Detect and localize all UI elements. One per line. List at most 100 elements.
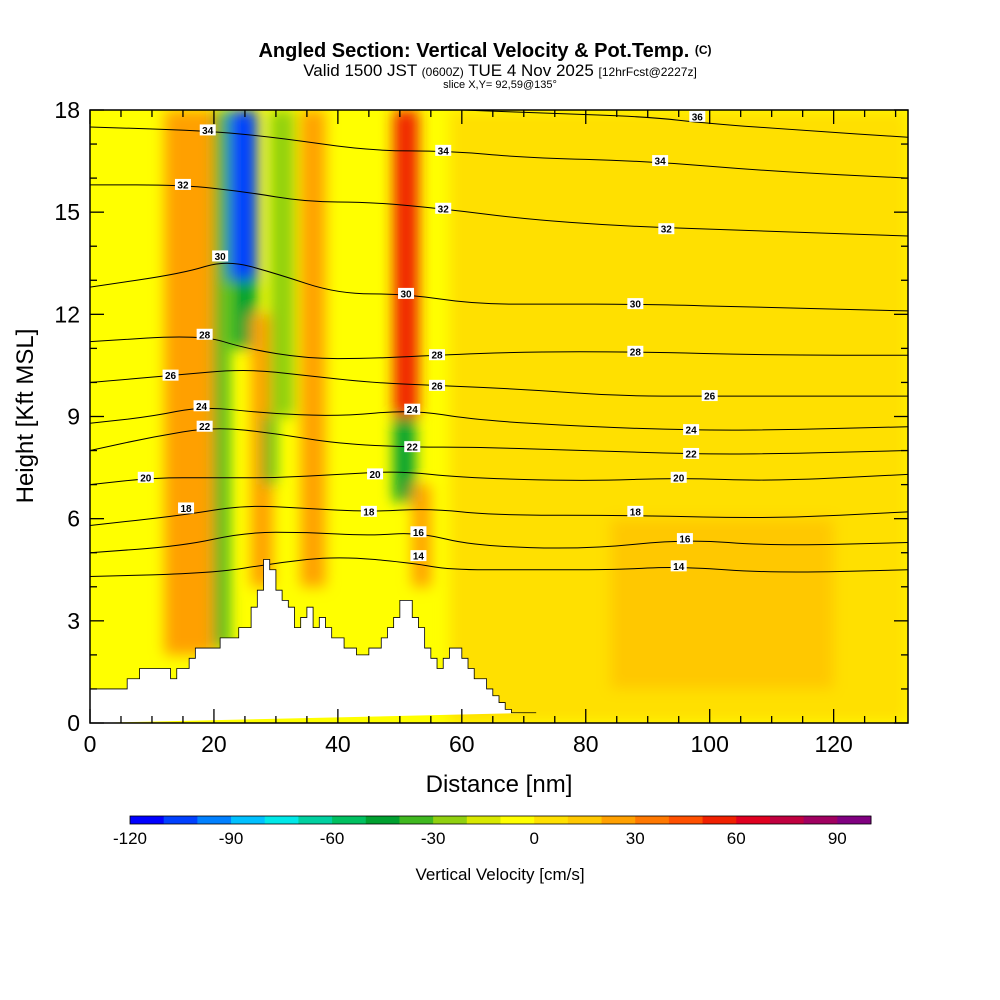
velocity-cell bbox=[269, 110, 295, 417]
contour-label-bg bbox=[683, 424, 700, 436]
contour-label-bg bbox=[410, 550, 427, 562]
contour-label-bg bbox=[367, 468, 384, 480]
x-tick-label: 40 bbox=[325, 731, 351, 757]
contour-label: 30 bbox=[630, 300, 642, 311]
contour-label: 28 bbox=[431, 351, 443, 362]
contour-label-bg bbox=[676, 533, 693, 545]
x-tick-label: 100 bbox=[691, 731, 729, 757]
contour-label: 16 bbox=[413, 528, 425, 539]
colorbar-swatch bbox=[601, 816, 636, 824]
contour-label: 18 bbox=[180, 504, 192, 515]
contour-label-bg bbox=[683, 447, 700, 459]
velocity-cell bbox=[213, 110, 230, 649]
colorbar-swatch bbox=[130, 816, 165, 824]
colorbar-tick-label: 60 bbox=[727, 829, 746, 848]
contour-label: 32 bbox=[661, 225, 673, 236]
colorbar-swatch bbox=[163, 816, 198, 824]
contour-label-bg bbox=[658, 223, 675, 235]
x-tick-label: 60 bbox=[449, 731, 475, 757]
contour-label: 16 bbox=[679, 535, 691, 546]
contour-label: 32 bbox=[438, 204, 450, 215]
contour-label-bg bbox=[435, 144, 452, 156]
colorbar-label: Vertical Velocity [cm/s] bbox=[415, 865, 584, 884]
y-tick-label: 6 bbox=[67, 506, 80, 532]
contour-label: 32 bbox=[177, 180, 189, 191]
contour-label-bg bbox=[137, 471, 154, 483]
contour-label: 22 bbox=[407, 443, 419, 454]
slice-label: slice X,Y= 92,59@135° bbox=[443, 79, 557, 91]
contour-label: 20 bbox=[673, 473, 685, 484]
contour-label-bg bbox=[404, 403, 421, 415]
colorbar-swatch bbox=[264, 816, 299, 824]
colorbar-swatch bbox=[399, 816, 434, 824]
colorbar-swatch bbox=[702, 816, 737, 824]
contour-label-bg bbox=[196, 420, 213, 432]
y-tick-label: 9 bbox=[67, 404, 80, 430]
contour-label-bg bbox=[212, 250, 229, 262]
contour-label-bg bbox=[670, 560, 687, 572]
contour-label: 18 bbox=[363, 507, 375, 518]
colorbar-frame bbox=[129, 815, 872, 825]
colorbar-swatch bbox=[567, 816, 603, 824]
velocity-cell bbox=[251, 314, 273, 587]
contour-label: 20 bbox=[369, 470, 381, 481]
contour-label: 34 bbox=[202, 126, 214, 137]
contour-label: 14 bbox=[673, 562, 685, 573]
contour-label: 26 bbox=[165, 371, 177, 382]
contour-label-bg bbox=[689, 110, 706, 122]
colorbar-swatch bbox=[500, 816, 535, 824]
isentrope-14 bbox=[90, 557, 908, 578]
contour-label-bg bbox=[701, 390, 718, 402]
x-tick-label: 0 bbox=[84, 731, 97, 757]
velocity-cell bbox=[393, 416, 416, 502]
contour-label-bg bbox=[627, 345, 644, 357]
contour-label: 22 bbox=[199, 422, 211, 433]
contour-label-bg bbox=[627, 505, 644, 517]
contour-label: 22 bbox=[686, 449, 698, 460]
colorbar-swatch bbox=[736, 816, 771, 824]
x-axis-label: Distance [nm] bbox=[426, 771, 573, 798]
contour-label-bg bbox=[199, 124, 216, 136]
chart-subtitle: Valid 1500 JST (0600Z) TUE 4 Nov 2025 [1… bbox=[303, 61, 697, 80]
velocity-cell bbox=[263, 416, 276, 485]
contour-label: 34 bbox=[438, 146, 450, 157]
colorbar-swatch bbox=[837, 816, 872, 824]
velocity-cell bbox=[164, 110, 214, 655]
contour-label: 34 bbox=[655, 157, 667, 168]
colorbar-swatch bbox=[534, 816, 569, 824]
contour-label: 36 bbox=[692, 112, 704, 123]
contour-label-bg bbox=[435, 202, 452, 214]
colorbar-swatch bbox=[298, 816, 333, 824]
contour-label-bg bbox=[429, 379, 446, 391]
contour-label-bg bbox=[162, 369, 179, 381]
velocity-cell bbox=[610, 518, 834, 689]
colorbar-tick-label: -120 bbox=[113, 829, 147, 848]
contour-label-bg bbox=[404, 441, 421, 453]
colorbar-tick-label: -30 bbox=[421, 829, 446, 848]
contour-label: 26 bbox=[704, 392, 716, 403]
isentrope-20 bbox=[90, 471, 908, 486]
contour-label-bg bbox=[410, 526, 427, 538]
colorbar-swatch bbox=[769, 816, 805, 824]
y-tick-label: 15 bbox=[54, 199, 80, 225]
colorbar-tick-label: 0 bbox=[529, 829, 538, 848]
contour-label: 30 bbox=[400, 289, 412, 300]
contour-label-bg bbox=[178, 502, 195, 514]
contour-label-bg bbox=[429, 349, 446, 361]
contour-label-bg bbox=[174, 178, 191, 190]
y-tick-label: 3 bbox=[67, 608, 80, 634]
contour-label-bg bbox=[652, 155, 669, 167]
y-tick-label: 0 bbox=[67, 710, 80, 736]
x-tick-label: 80 bbox=[573, 731, 599, 757]
contour-label-bg bbox=[627, 298, 644, 310]
colorbar-swatch bbox=[231, 816, 266, 824]
colorbar-swatch bbox=[803, 816, 838, 824]
contour-label: 26 bbox=[431, 381, 443, 392]
isentrope-36 bbox=[461, 110, 908, 138]
colorbar: -120 -90 -60 -30 0 30 60 90 bbox=[113, 815, 872, 848]
contour-label: 18 bbox=[630, 507, 642, 518]
colorbar-tick-label: -60 bbox=[320, 829, 345, 848]
colorbar-swatch bbox=[466, 816, 501, 824]
colorbar-tick-label: 90 bbox=[828, 829, 847, 848]
